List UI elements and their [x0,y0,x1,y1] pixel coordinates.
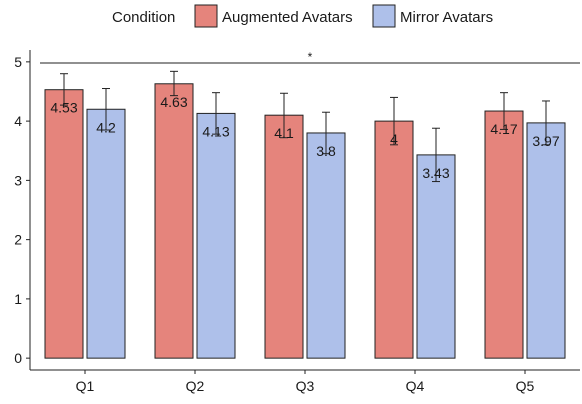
y-tick-label: 2 [14,232,22,248]
bar [196,112,236,359]
bar [86,108,126,359]
significance-marker: * [308,50,313,64]
bar [526,122,566,359]
x-tick-label: Q3 [296,378,315,394]
x-tick-label: Q2 [186,378,205,394]
y-tick-label: 3 [14,172,22,188]
data-label: 4.17 [490,121,517,137]
legend-label-mirror: Mirror Avatars [400,9,493,26]
legend-swatch-mirror [372,4,396,28]
bar [416,154,456,359]
y-tick-label: 1 [14,291,22,307]
bar [44,89,84,359]
y-tick-label: 0 [14,350,22,366]
error-bars [60,70,550,183]
legend-swatch-augmented [194,4,218,28]
data-label: 4.63 [160,94,187,110]
bar [154,83,194,359]
y-tick-label: 5 [14,54,22,70]
x-tick-label: Q4 [406,378,425,394]
data-label: 3.97 [532,133,559,149]
data-label: 4.2 [96,119,116,135]
data-labels: 4.53 4.63 4.1 4 4.17 4.2 4.13 3.8 3.43 3.97 [50,94,559,181]
bar [374,120,414,359]
bars [44,83,566,359]
legend-label-augmented: Augmented Avatars [222,9,353,26]
data-label: 3.43 [422,165,449,181]
bar [484,110,524,359]
y-tick-label: 4 [14,113,22,129]
bar [264,114,304,359]
x-tick-label: Q5 [516,378,535,394]
legend: Condition Augmented Avatars Mirror Avata… [112,4,493,28]
data-label: 4 [390,131,398,147]
annotations: * [40,50,580,64]
data-label: 4.1 [274,125,294,141]
data-label: 3.8 [316,143,336,159]
bar [306,132,346,359]
legend-title: Condition [112,9,175,26]
data-label: 4.13 [202,123,229,139]
x-tick-label: Q1 [76,378,95,394]
axes: 0 1 2 3 4 5 Q1 Q2 Q3 Q4 Q5 [14,50,580,394]
data-label: 4.53 [50,100,77,116]
